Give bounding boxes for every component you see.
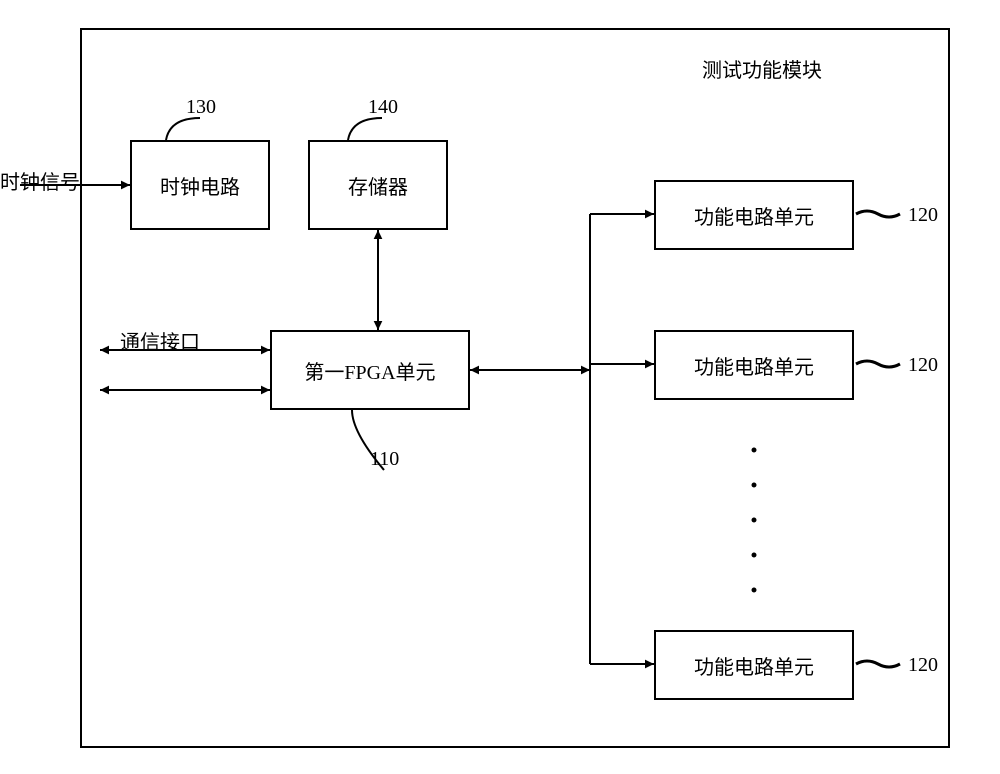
node-memory: 存储器 xyxy=(308,140,448,230)
node-label: 功能电路单元 xyxy=(694,651,814,680)
ref-ref120c: 120 xyxy=(908,654,938,677)
node-label: 时钟电路 xyxy=(160,171,240,200)
node-fpga: 第一FPGA单元 xyxy=(270,330,470,410)
ref-ref120a: 120 xyxy=(908,204,938,227)
ext-label-comm_if: 通信接口 xyxy=(120,326,200,355)
node-func2: 功能电路单元 xyxy=(654,330,854,400)
node-label: 功能电路单元 xyxy=(694,351,814,380)
ext-label-clk_sig: 时钟信号 xyxy=(0,166,80,195)
node-label: 存储器 xyxy=(348,171,408,200)
node-func1: 功能电路单元 xyxy=(654,180,854,250)
node-func3: 功能电路单元 xyxy=(654,630,854,700)
node-clock: 时钟电路 xyxy=(130,140,270,230)
ref-ref120b: 120 xyxy=(908,354,938,377)
ref-ref140: 140 xyxy=(368,96,398,119)
ref-ref130: 130 xyxy=(186,96,216,119)
ref-ref110: 110 xyxy=(370,448,399,471)
diagram-canvas: 测试功能模块时钟电路存储器第一FPGA单元功能电路单元功能电路单元功能电路单元时… xyxy=(0,0,1000,774)
node-label: 第一FPGA单元 xyxy=(304,356,435,385)
module-title: 测试功能模块 xyxy=(702,54,822,83)
node-label: 功能电路单元 xyxy=(694,201,814,230)
